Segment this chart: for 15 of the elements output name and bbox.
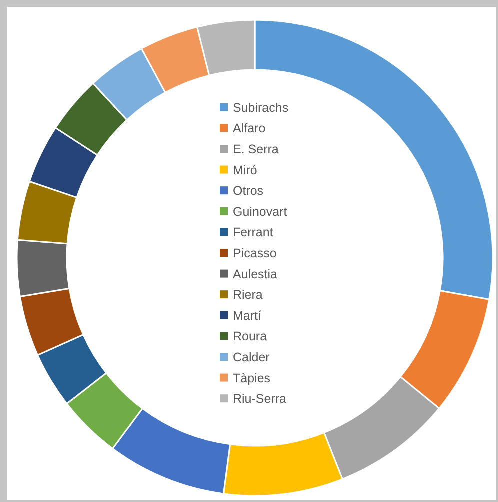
- legend-label: Miró: [233, 163, 258, 178]
- legend-label: Picasso: [233, 246, 277, 260]
- legend-label: Calder: [233, 350, 270, 364]
- legend-label: Otros: [233, 184, 264, 198]
- legend-label: Roura: [233, 330, 268, 344]
- legend-label: Martí: [233, 308, 262, 323]
- legend-label: Tàpies: [233, 371, 271, 386]
- legend-label: Riu-Serra: [233, 392, 287, 406]
- legend-label: Ferrant: [233, 226, 274, 240]
- legend-label: Riera: [233, 288, 263, 302]
- legend-label: E. Serra: [233, 142, 279, 156]
- legend-label: Guinovart: [233, 204, 288, 219]
- legend-label: Aulestia: [233, 267, 278, 282]
- legend-label: Alfaro: [233, 122, 266, 136]
- legend-label: Subirachs: [233, 100, 289, 115]
